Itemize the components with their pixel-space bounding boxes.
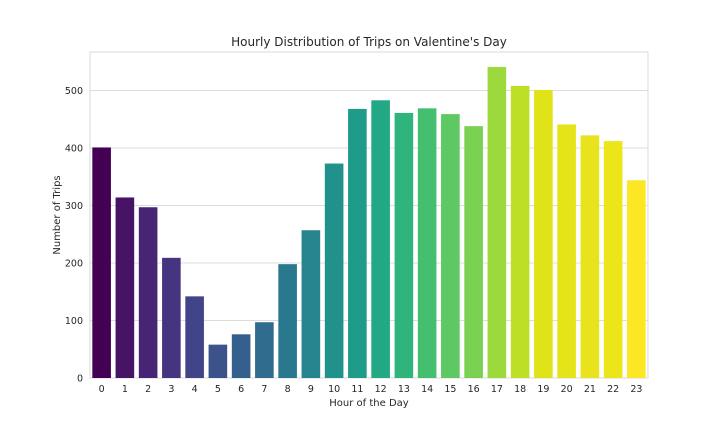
x-tick-label: 15 xyxy=(444,384,456,395)
bar-hour-23 xyxy=(627,180,646,378)
x-tick-label: 8 xyxy=(285,384,291,395)
bar-hour-21 xyxy=(580,135,600,378)
bar-hour-15 xyxy=(441,114,460,378)
y-axis-label: Number of Trips xyxy=(52,175,63,254)
bar-hour-1 xyxy=(115,197,135,378)
bars xyxy=(92,66,646,379)
bar-hour-6 xyxy=(231,334,251,378)
x-tick-label: 9 xyxy=(308,384,314,395)
x-tick-label: 16 xyxy=(468,384,480,395)
x-tick-label: 18 xyxy=(514,384,526,395)
y-tick-label: 200 xyxy=(65,259,83,270)
x-tick-label: 11 xyxy=(351,384,363,395)
bar-hour-20 xyxy=(557,124,576,378)
bar-hour-12 xyxy=(371,100,390,378)
bar-hour-8 xyxy=(278,264,297,378)
y-tick-label: 0 xyxy=(77,374,83,385)
x-tick-labels: 0 1 2 3 4 5 6 7 8 9 10 11 12 13 14 15 16 17 18 19 20 21 22 23 xyxy=(99,384,643,395)
x-tick-label: 20 xyxy=(561,384,573,395)
y-tick-label: 400 xyxy=(65,144,83,155)
x-axis-label: Hour of the Day xyxy=(329,398,409,409)
x-tick-label: 5 xyxy=(215,384,221,395)
bar-hour-7 xyxy=(255,322,274,378)
x-tick-label: 17 xyxy=(491,384,503,395)
x-tick-label: 13 xyxy=(398,384,410,395)
bar-hour-5 xyxy=(208,344,228,378)
bar-hour-4 xyxy=(185,296,204,378)
bar-hour-22 xyxy=(603,141,623,378)
x-tick-label: 22 xyxy=(607,384,619,395)
bar-hour-16 xyxy=(464,126,483,378)
y-gridlines xyxy=(90,90,648,322)
x-tick-label: 23 xyxy=(630,384,642,395)
x-tick-label: 6 xyxy=(238,384,244,395)
x-tick-label: 14 xyxy=(421,384,433,395)
x-tick-label: 4 xyxy=(192,384,198,395)
y-tick-label: 100 xyxy=(65,316,83,327)
bar-hour-11 xyxy=(348,108,367,379)
x-tick-label: 7 xyxy=(261,384,267,395)
bar-hour-14 xyxy=(417,108,437,379)
x-tick-label: 19 xyxy=(537,384,549,395)
bar-hour-10 xyxy=(324,163,344,378)
chart-title: Hourly Distribution of Trips on Valentin… xyxy=(231,35,507,49)
x-tick-label: 10 xyxy=(328,384,340,395)
bar-hour-3 xyxy=(162,257,181,378)
bar-hour-13 xyxy=(394,112,414,379)
x-tick-label: 12 xyxy=(375,384,387,395)
plot-background xyxy=(89,51,649,379)
bar-hour-19 xyxy=(534,89,553,379)
bar-hour-9 xyxy=(301,230,321,378)
bar-hour-2 xyxy=(138,207,158,378)
bar-hour-17 xyxy=(487,66,507,378)
y-tick-labels: 0 100 200 300 400 500 xyxy=(65,86,83,384)
x-tick-label: 2 xyxy=(145,384,151,395)
x-tick-label: 1 xyxy=(122,384,128,395)
y-tick-label: 300 xyxy=(65,201,83,212)
x-tick-label: 0 xyxy=(99,384,105,395)
x-tick-label: 21 xyxy=(584,384,596,395)
bar-hour-18 xyxy=(510,85,530,379)
x-tick-label: 3 xyxy=(168,384,174,395)
bar-hour-0 xyxy=(92,147,111,378)
y-tick-label: 500 xyxy=(65,86,83,97)
